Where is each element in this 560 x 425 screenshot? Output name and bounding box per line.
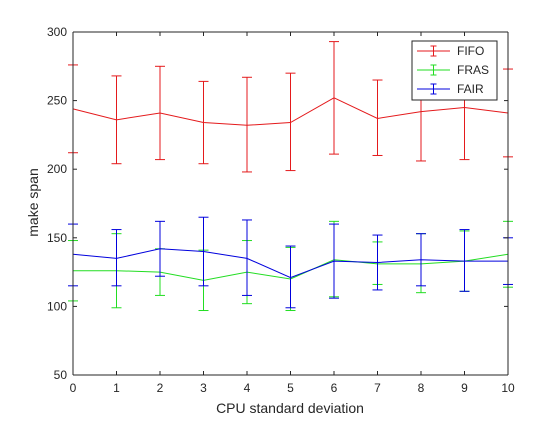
x-tick-label: 8 [418, 381, 425, 395]
x-tick-label: 6 [331, 381, 338, 395]
y-tick-label: 150 [47, 231, 67, 245]
legend-label: FRAS [457, 63, 489, 77]
x-axis-label: CPU standard deviation [216, 400, 364, 416]
legend-label: FIFO [457, 44, 484, 58]
x-tick-label: 10 [501, 381, 515, 395]
y-tick-label: 200 [47, 162, 67, 176]
x-tick-label: 4 [244, 381, 251, 395]
x-tick-label: 5 [287, 381, 294, 395]
x-tick-label: 0 [70, 381, 77, 395]
x-tick-label: 1 [113, 381, 120, 395]
x-tick-label: 7 [374, 381, 381, 395]
legend-label: FAIR [457, 82, 484, 96]
y-axis-label: make span [25, 168, 41, 236]
legend: FIFO FRAS FAIR [412, 41, 497, 100]
y-tick-label: 300 [47, 25, 67, 39]
x-tick-label: 9 [461, 381, 468, 395]
x-tick-label: 3 [200, 381, 207, 395]
y-tick-label: 250 [47, 94, 67, 108]
y-tick-label: 50 [54, 368, 68, 382]
x-tick-label: 2 [157, 381, 164, 395]
y-tick-label: 100 [47, 299, 67, 313]
